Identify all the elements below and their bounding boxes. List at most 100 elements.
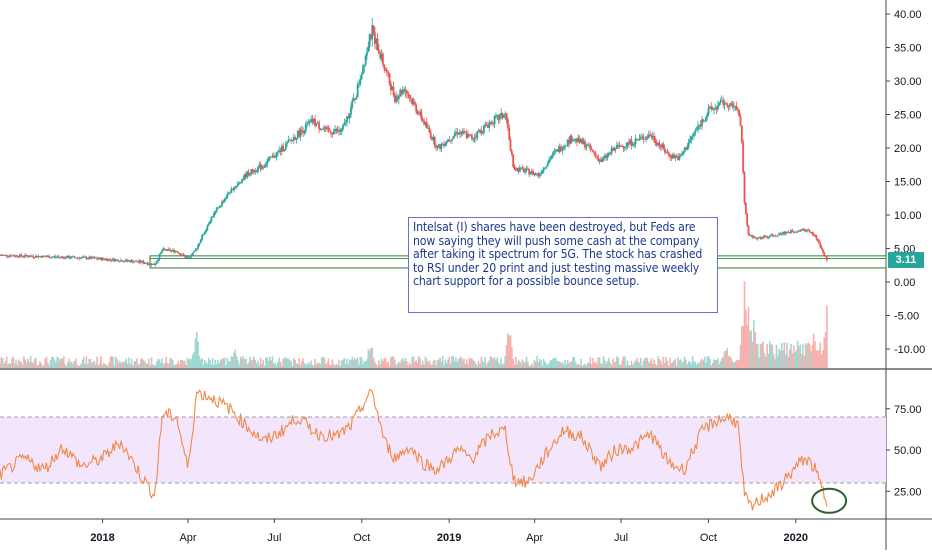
candle-body: [770, 234, 772, 236]
volume-bar: [448, 356, 451, 368]
candle-body: [790, 230, 792, 233]
volume-bar: [88, 358, 90, 368]
candle-body: [550, 156, 553, 160]
candle-body: [417, 113, 420, 115]
candle-body: [802, 228, 804, 231]
volume-bar: [419, 358, 421, 368]
candle-body: [719, 100, 722, 103]
volume-bar: [738, 359, 740, 368]
candle-body: [62, 257, 65, 259]
candle-body: [395, 96, 398, 102]
candle-body: [173, 249, 176, 253]
volume-bar: [52, 357, 54, 368]
volume-bar: [452, 356, 455, 368]
candle-body: [814, 234, 816, 236]
candle-body: [138, 260, 141, 262]
candle-body: [675, 156, 678, 157]
volume-bar: [148, 358, 150, 368]
volume-bar: [424, 356, 427, 368]
volume-bar: [295, 363, 298, 368]
candle-body: [537, 173, 540, 176]
candle-body: [385, 71, 388, 73]
volume-bar: [546, 364, 549, 368]
volume-bar: [677, 357, 679, 368]
volume-bar: [104, 363, 106, 368]
volume-bar: [138, 363, 141, 368]
volume-bar: [364, 361, 367, 368]
rsi-tick-label: 50.00: [894, 445, 922, 457]
volume-bar: [693, 361, 695, 368]
candle-body: [45, 256, 48, 258]
volume-bar: [187, 359, 190, 368]
candle-body: [560, 146, 562, 151]
candle-body: [409, 97, 412, 99]
candle-body: [649, 134, 652, 136]
candle-body: [319, 128, 322, 130]
candle-body: [219, 205, 222, 207]
candle-body: [570, 135, 573, 142]
volume-bar: [435, 365, 437, 368]
volume-bar: [183, 360, 186, 368]
candle-body: [169, 249, 172, 251]
volume-bar: [164, 362, 166, 368]
candle-body: [701, 119, 703, 127]
candle-body: [759, 236, 762, 239]
volume-bar: [661, 364, 663, 368]
candle-body: [362, 66, 364, 75]
candle-body: [72, 256, 75, 258]
volume-bar: [160, 362, 162, 368]
candle-body: [9, 255, 12, 257]
volume-bar: [303, 363, 306, 368]
volume-bar: [1, 358, 4, 368]
price-tick-label: 20.00: [894, 143, 922, 155]
volume-bar: [245, 358, 247, 368]
volume-bar: [12, 356, 15, 368]
candle-body: [8, 255, 11, 257]
candle-body: [522, 168, 525, 173]
volume-bar: [558, 361, 561, 368]
candle-body: [639, 137, 642, 139]
candle-body: [681, 154, 683, 156]
volume-bar: [67, 362, 69, 368]
candle-body: [89, 256, 92, 259]
rsi-band: [0, 417, 886, 483]
candle-body: [113, 258, 116, 262]
candle-body: [105, 259, 108, 260]
volume-bar: [74, 358, 77, 368]
volume-bar: [590, 364, 593, 368]
volume-bar: [406, 361, 408, 368]
volume-bar: [524, 362, 526, 368]
volume-bar: [530, 363, 533, 368]
volume-bar: [215, 364, 218, 368]
candle-body: [407, 93, 410, 96]
candle-body: [506, 119, 509, 128]
candle-body: [792, 231, 795, 233]
volume-bar: [19, 361, 21, 368]
candle-body: [283, 149, 286, 151]
volume-bar: [218, 363, 221, 368]
candle-body: [25, 254, 28, 256]
volume-bar: [251, 359, 254, 368]
candle-body: [165, 249, 168, 251]
candle-body: [589, 144, 592, 150]
candle-body: [544, 167, 546, 169]
candle-body: [217, 207, 219, 209]
time-tick-label: Apr: [179, 532, 196, 544]
candle-body: [440, 144, 443, 149]
candle-body: [391, 86, 394, 91]
candle-body: [346, 116, 348, 123]
volume-bar: [400, 359, 403, 368]
volume-bar: [764, 357, 767, 368]
volume-bar: [339, 365, 342, 368]
candle-body: [52, 256, 55, 258]
candle-body: [771, 234, 774, 236]
volume-bar: [814, 341, 816, 368]
volume-bar: [788, 349, 791, 368]
volume-bar: [189, 358, 191, 368]
candle-body: [533, 173, 536, 175]
volume-bar: [614, 361, 617, 368]
candle-body: [677, 156, 679, 160]
candle-body: [669, 154, 671, 158]
volume-bar: [417, 356, 420, 368]
volume-bar: [606, 361, 609, 368]
